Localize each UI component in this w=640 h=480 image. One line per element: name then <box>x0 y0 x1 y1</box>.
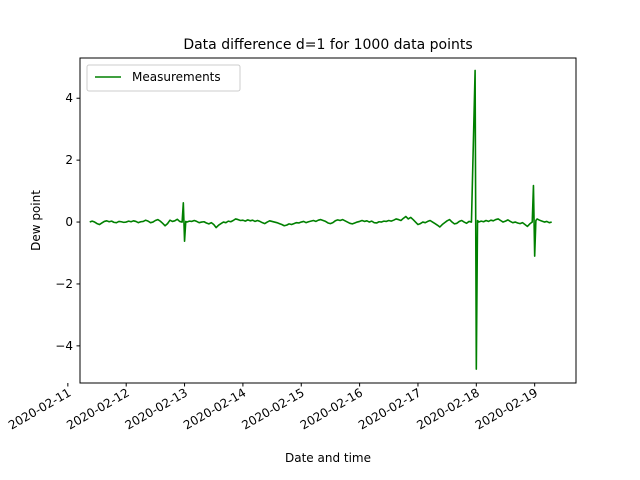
y-tick-label: −2 <box>55 277 73 291</box>
plot-frame <box>79 57 577 384</box>
y-axis-label: Dew point <box>29 190 43 251</box>
y-axis: −4 −2 0 2 4 <box>55 91 80 353</box>
y-tick-label: 4 <box>65 91 73 105</box>
chart-title: Data difference d=1 for 1000 data points <box>183 37 472 53</box>
y-tick-label: 2 <box>65 153 73 167</box>
y-tick-label: 0 <box>65 215 73 229</box>
y-tick-label: −4 <box>55 339 73 353</box>
x-axis-label: Date and time <box>285 451 371 465</box>
legend-box <box>86 64 241 92</box>
series-line-measurements <box>89 69 552 370</box>
legend-entry-measurements: Measurements <box>132 70 221 84</box>
plot-area <box>89 69 552 370</box>
legend: Measurements <box>86 64 241 92</box>
